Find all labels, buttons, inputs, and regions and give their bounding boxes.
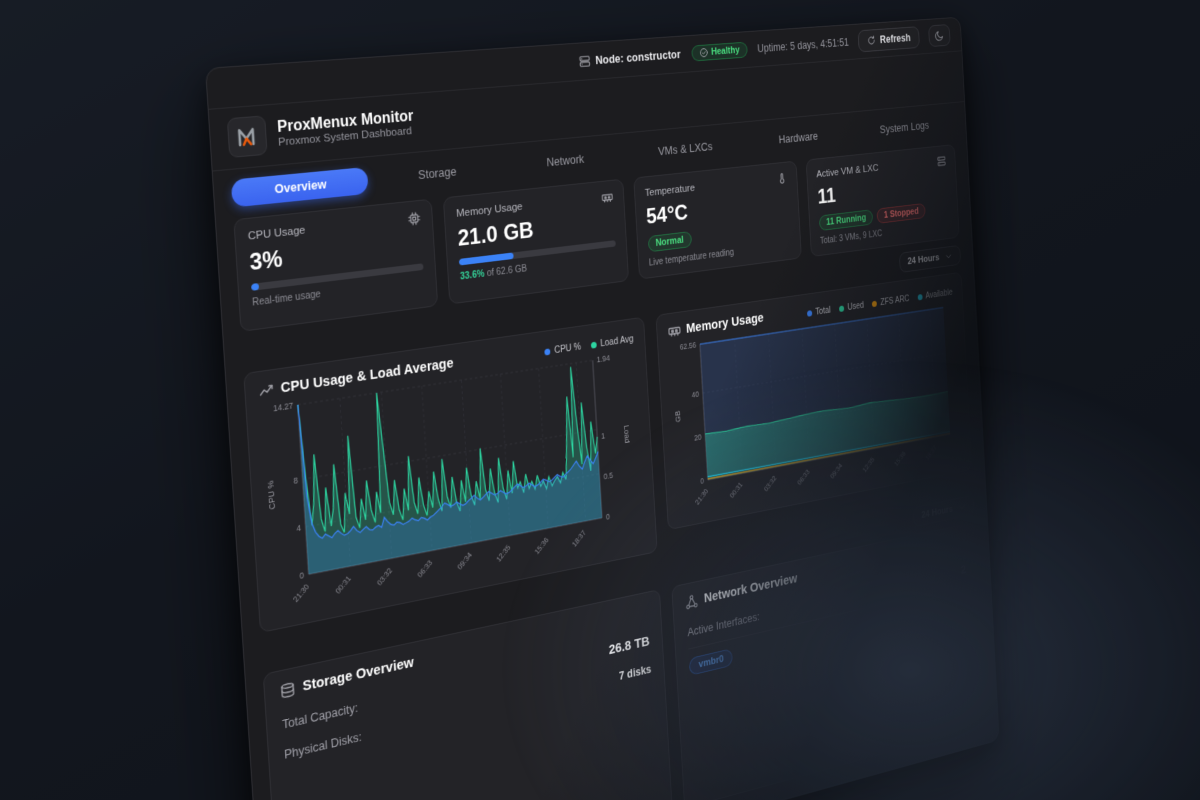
legend-dot bbox=[544, 348, 551, 356]
tab-network[interactable]: Network bbox=[504, 143, 625, 180]
running-badge: 11 Running bbox=[818, 209, 874, 232]
active-interfaces-value: 2 bbox=[960, 563, 967, 578]
svg-text:09:34: 09:34 bbox=[456, 550, 474, 571]
node-label: Node: constructor bbox=[595, 48, 682, 67]
memory-chart-icon bbox=[668, 323, 681, 339]
svg-text:62.56: 62.56 bbox=[680, 340, 697, 351]
svg-text:0: 0 bbox=[700, 476, 704, 486]
svg-text:40: 40 bbox=[692, 389, 700, 399]
svg-text:21:30: 21:30 bbox=[292, 582, 312, 604]
header-titles: ProxMenux Monitor Proxmox System Dashboa… bbox=[277, 108, 415, 149]
memory-usage-label: Memory Usage bbox=[455, 201, 523, 220]
legend-item-used: Used bbox=[838, 301, 864, 314]
svg-text:21:30: 21:30 bbox=[694, 487, 710, 506]
proxmenux-logo bbox=[226, 115, 268, 159]
svg-text:18:37: 18:37 bbox=[924, 444, 938, 462]
svg-text:09:34: 09:34 bbox=[829, 461, 844, 480]
legend-dot bbox=[590, 341, 597, 349]
svg-text:15:36: 15:36 bbox=[893, 449, 907, 467]
legend-dot bbox=[838, 305, 845, 313]
legend-item-cpu-: CPU % bbox=[544, 342, 581, 357]
network-nodes-icon bbox=[685, 593, 698, 610]
refresh-icon bbox=[867, 35, 876, 46]
cpu-progress-fill bbox=[251, 283, 259, 291]
server-icon bbox=[579, 55, 591, 69]
svg-text:00:31: 00:31 bbox=[729, 480, 745, 499]
svg-text:12:35: 12:35 bbox=[862, 455, 877, 473]
svg-text:06:33: 06:33 bbox=[416, 558, 434, 579]
legend-item-total: Total bbox=[806, 306, 831, 319]
svg-text:12:35: 12:35 bbox=[495, 543, 513, 563]
legend-dot bbox=[917, 294, 923, 301]
total-capacity-value: 26.8 TB bbox=[608, 634, 651, 658]
cpu-usage-card: CPU Usage 3% Real-time usage bbox=[233, 198, 439, 332]
svg-text:1: 1 bbox=[601, 431, 606, 441]
cpu-usage-label: CPU Usage bbox=[247, 224, 306, 243]
svg-text:00:31: 00:31 bbox=[334, 574, 353, 595]
cpu-chip-icon bbox=[408, 211, 421, 226]
tab-overview[interactable]: Overview bbox=[230, 166, 369, 208]
svg-text:03:32: 03:32 bbox=[763, 474, 778, 493]
svg-text:06:33: 06:33 bbox=[796, 468, 811, 487]
node-indicator: Node: constructor bbox=[579, 48, 681, 68]
svg-text:Load: Load bbox=[622, 425, 631, 444]
stopped-badge: 1 Stopped bbox=[876, 202, 926, 224]
legend-dot bbox=[806, 310, 813, 317]
theme-toggle-button[interactable] bbox=[928, 24, 951, 48]
svg-text:0: 0 bbox=[606, 512, 611, 522]
tab-vms-lxcs[interactable]: VMs & LXCs bbox=[628, 131, 741, 167]
svg-text:GB: GB bbox=[674, 410, 682, 423]
svg-text:4: 4 bbox=[296, 523, 301, 534]
tilted-scene: Node: constructor Healthy Uptime: 5 days… bbox=[203, 15, 1000, 800]
dashboard-window: Node: constructor Healthy Uptime: 5 days… bbox=[203, 15, 1000, 800]
svg-text:15:36: 15:36 bbox=[533, 536, 550, 556]
tab-system-logs[interactable]: System Logs bbox=[854, 111, 954, 144]
svg-text:0: 0 bbox=[299, 570, 304, 581]
memory-progress-fill bbox=[459, 252, 514, 266]
refresh-button[interactable]: Refresh bbox=[857, 26, 920, 53]
chevron-down-icon bbox=[944, 251, 952, 262]
svg-text:18:37: 18:37 bbox=[571, 529, 588, 549]
physical-disks-value: 7 disks bbox=[618, 662, 652, 683]
time-range-select-bottom[interactable]: 24 Hours bbox=[912, 494, 975, 528]
memory-chart-card: Memory Usage Total Used ZFS ARC Available 6… bbox=[655, 271, 973, 531]
svg-text:1.94: 1.94 bbox=[596, 353, 610, 364]
svg-text:14.27: 14.27 bbox=[273, 400, 294, 413]
temperature-status-badge: Normal bbox=[647, 231, 692, 253]
trending-up-icon bbox=[258, 382, 274, 400]
temperature-label: Temperature bbox=[644, 182, 696, 199]
svg-text:CPU %: CPU % bbox=[266, 480, 277, 510]
legend-dot bbox=[872, 300, 878, 308]
time-range-select-top[interactable]: 24 Hours bbox=[898, 244, 962, 273]
storage-disks-icon bbox=[280, 681, 296, 700]
svg-text:0.5: 0.5 bbox=[603, 470, 613, 481]
legend-item-load-avg: Load Avg bbox=[590, 334, 634, 350]
tab-hardware[interactable]: Hardware bbox=[744, 121, 850, 155]
tab-storage[interactable]: Storage bbox=[372, 154, 501, 193]
uptime-text: Uptime: 5 days, 4:51:51 bbox=[757, 36, 849, 55]
active-vm-lxc-card: Active VM & LXC 11 11 Running 1 Stopped … bbox=[805, 144, 960, 258]
health-badge: Healthy bbox=[690, 41, 748, 62]
svg-text:03:32: 03:32 bbox=[375, 566, 393, 587]
thermometer-icon bbox=[776, 172, 787, 185]
ram-icon bbox=[601, 191, 613, 205]
moon-icon bbox=[934, 29, 944, 41]
memory-usage-card: Memory Usage 21.0 GB 33.6% of 62.6 GB bbox=[443, 178, 629, 305]
chevron-down-icon bbox=[958, 501, 966, 512]
svg-text:8: 8 bbox=[293, 475, 298, 486]
temperature-card: Temperature 54°C Normal Live temperature… bbox=[632, 160, 802, 280]
check-circle-icon bbox=[699, 47, 709, 58]
active-vm-lxc-label: Active VM & LXC bbox=[816, 163, 879, 180]
server-stack-icon bbox=[937, 155, 947, 168]
svg-text:20: 20 bbox=[694, 433, 702, 443]
memory-chart: 62.56 40 20 021:30 00:31 03:32 06:33 09:34 12:35… bbox=[674, 301, 958, 506]
interface-badge-vmbr0[interactable]: vmbr0 bbox=[688, 648, 734, 676]
